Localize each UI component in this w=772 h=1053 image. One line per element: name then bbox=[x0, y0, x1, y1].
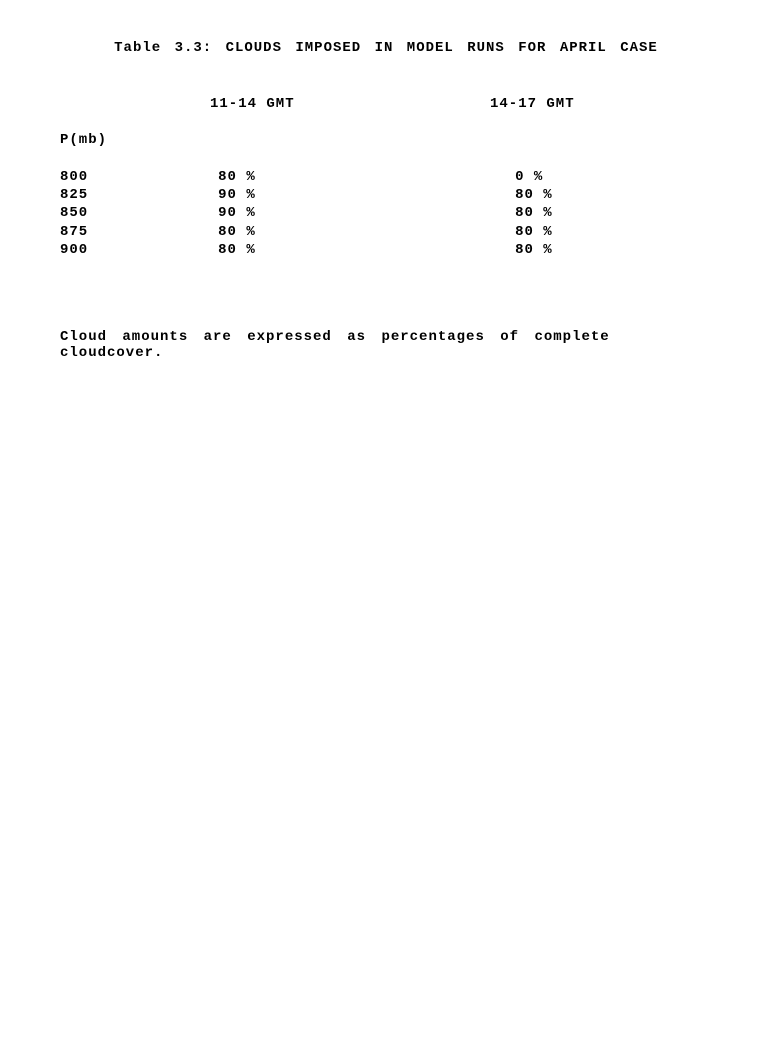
cell-period-a: 90 % bbox=[178, 204, 415, 222]
cell-pressure: 900 bbox=[60, 241, 178, 259]
cell-pressure: 800 bbox=[60, 168, 178, 186]
table-body: 80080 %0 %82590 %80 %85090 %80 %87580 %8… bbox=[60, 168, 712, 259]
column-header-a: 11-14 GMT bbox=[180, 96, 410, 112]
footnote: Cloud amounts are expressed as percentag… bbox=[60, 329, 712, 361]
cell-period-b: 80 % bbox=[415, 223, 712, 241]
column-header-b: 14-17 GMT bbox=[410, 96, 690, 112]
table-row: 80080 %0 % bbox=[60, 168, 712, 186]
cell-pressure: 875 bbox=[60, 223, 178, 241]
table-title: Table 3.3: CLOUDS IMPOSED IN MODEL RUNS … bbox=[60, 40, 712, 56]
row-label: P(mb) bbox=[60, 132, 712, 148]
cell-pressure: 825 bbox=[60, 186, 178, 204]
table-row: 87580 %80 % bbox=[60, 223, 712, 241]
cell-period-b: 80 % bbox=[415, 186, 712, 204]
cell-period-b: 0 % bbox=[415, 168, 712, 186]
cell-period-a: 90 % bbox=[178, 186, 415, 204]
table-row: 90080 %80 % bbox=[60, 241, 712, 259]
column-headers: 11-14 GMT 14-17 GMT bbox=[60, 96, 712, 112]
cell-period-a: 80 % bbox=[178, 241, 415, 259]
table-row: 82590 %80 % bbox=[60, 186, 712, 204]
cell-pressure: 850 bbox=[60, 204, 178, 222]
col-p-spacer bbox=[60, 96, 180, 112]
cell-period-a: 80 % bbox=[178, 223, 415, 241]
cell-period-b: 80 % bbox=[415, 204, 712, 222]
table-row: 85090 %80 % bbox=[60, 204, 712, 222]
cell-period-b: 80 % bbox=[415, 241, 712, 259]
cell-period-a: 80 % bbox=[178, 168, 415, 186]
